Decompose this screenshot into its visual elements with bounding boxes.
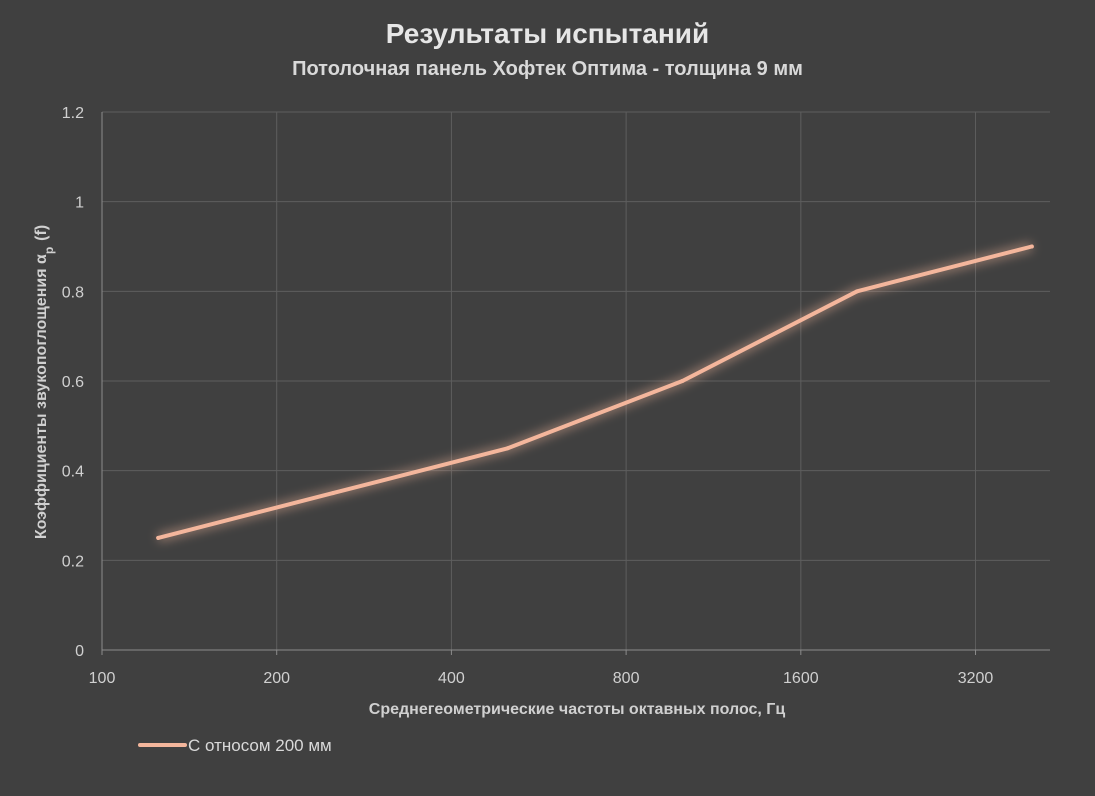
data-point <box>505 446 510 451</box>
data-point <box>156 535 161 540</box>
grid <box>102 111 1050 650</box>
data-point <box>855 289 860 294</box>
series-line-glow <box>157 242 1033 543</box>
tick-labels: 0 0.2 0.4 0.6 0.8 1 1.2 100 200 400 800 1600 3200 <box>62 105 994 687</box>
x-tick-label: 3200 <box>958 670 994 687</box>
y-tick-label: 0.6 <box>62 374 84 391</box>
series-line <box>156 244 1034 540</box>
x-tick-label: 100 <box>89 670 116 687</box>
chart-subtitle: Потолочная панель Хофтек Оптима - толщин… <box>292 58 803 80</box>
chart-title: Результаты испытаний <box>385 18 710 49</box>
series-layer <box>156 242 1034 543</box>
x-tick-label: 200 <box>263 670 290 687</box>
x-axis-title: Среднегеометрические частоты октавных по… <box>369 701 786 718</box>
y-tick-label: 1 <box>75 195 84 212</box>
y-tick-label: 0.8 <box>62 284 84 301</box>
x-tick-label: 400 <box>438 670 465 687</box>
data-point <box>1029 244 1034 249</box>
y-axis-title: Коэффициенты звукопоглощения αp (f) <box>33 225 56 539</box>
axes <box>101 112 1050 655</box>
legend: С относом 200 мм <box>138 736 332 755</box>
x-tick-label: 800 <box>613 670 640 687</box>
legend-label: С относом 200 мм <box>188 736 332 755</box>
data-point <box>680 379 685 383</box>
x-tick-label: 1600 <box>783 670 819 687</box>
y-tick-label: 0.4 <box>62 464 84 481</box>
y-tick-label: 1.2 <box>62 105 84 122</box>
y-axis-title-suffix: (f) <box>33 225 50 241</box>
y-tick-label: 0 <box>75 643 84 660</box>
y-tick-label: 0.2 <box>62 553 84 570</box>
y-axis-title-main: Коэффициенты звукопоглощения α <box>33 254 50 539</box>
data-point <box>330 491 335 496</box>
y-axis-title-sub: p <box>42 247 56 254</box>
